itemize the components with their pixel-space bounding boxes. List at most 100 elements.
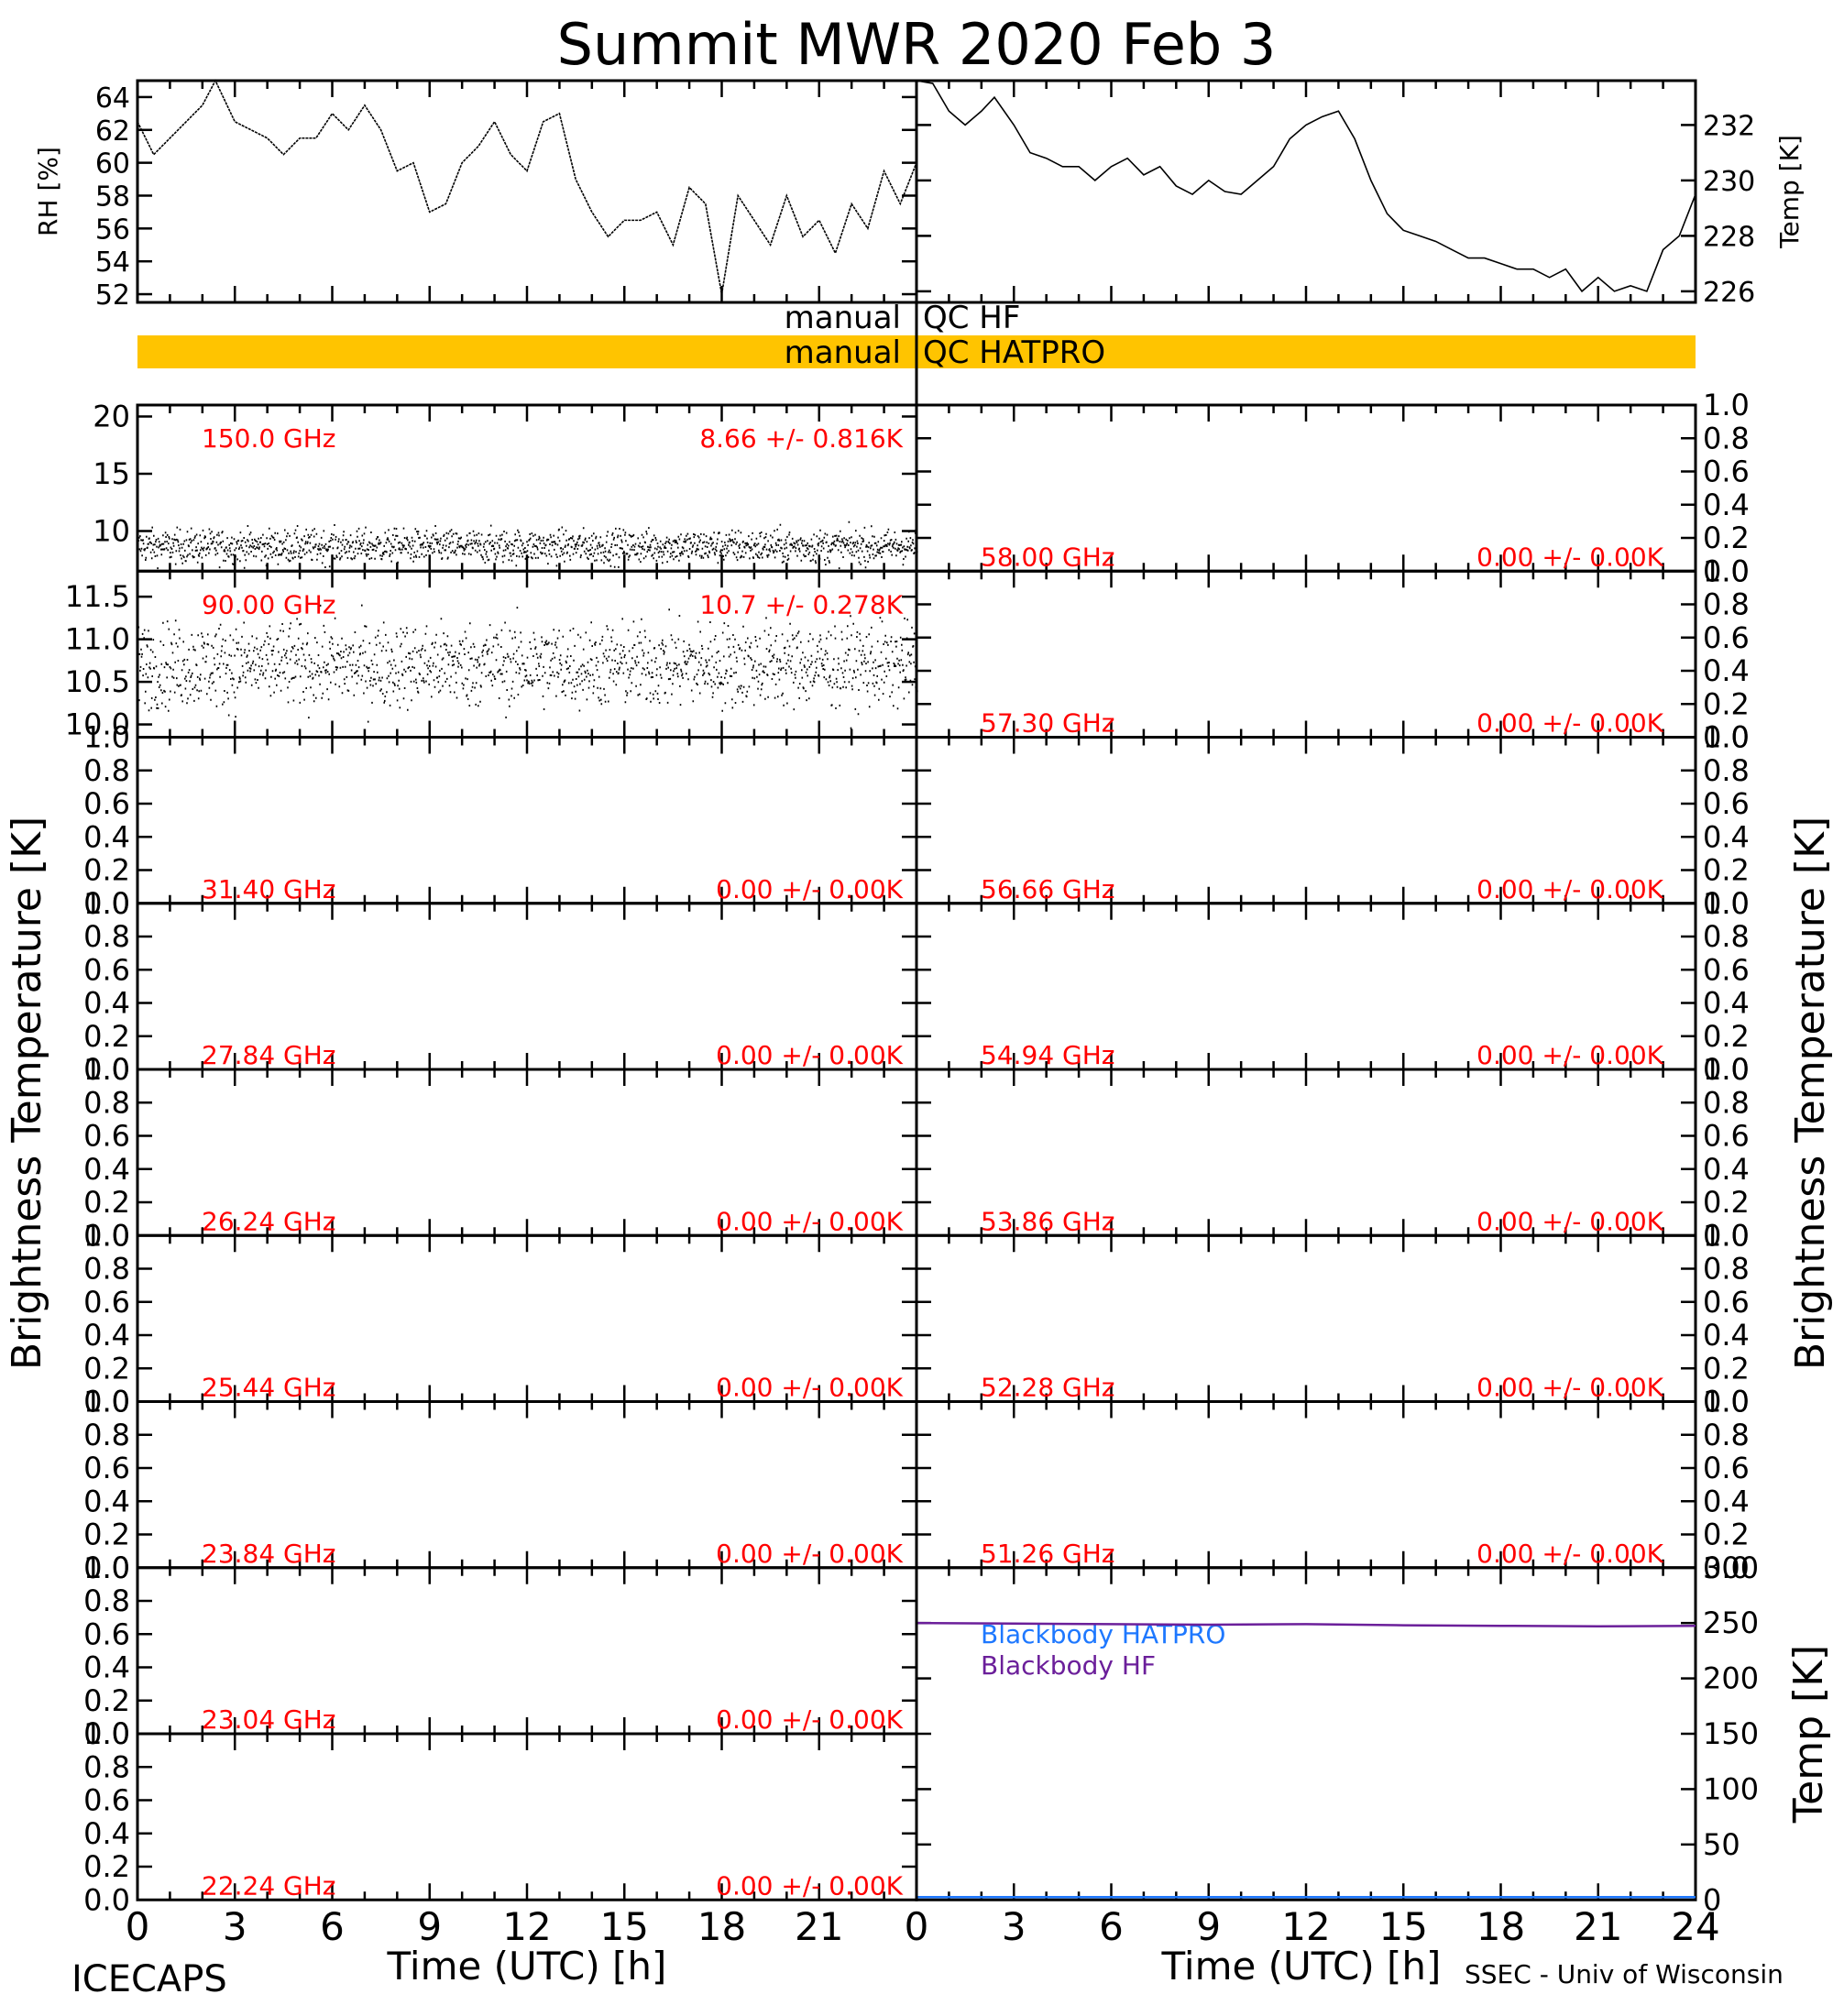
y-tick-label: 1.0 <box>1703 553 1750 588</box>
tb90-series-points <box>137 604 918 729</box>
panel-tb3140: 0.00.20.40.60.81.031.40 GHz 0.00 +/- 0.00… <box>83 720 918 921</box>
x-tick-label: 12 <box>502 1904 551 1949</box>
y-tick-label: 0.8 <box>1703 421 1750 455</box>
y-tick-label: 0.2 <box>1703 1517 1750 1552</box>
x-tick-label: 15 <box>1379 1904 1428 1949</box>
y-tick-label: 1.0 <box>83 1052 130 1087</box>
y-tick-label: 11.5 <box>65 579 130 614</box>
x-tick-label: 3 <box>1002 1904 1026 1949</box>
channel-stat-label: 0.00 +/- 0.00K <box>716 874 903 904</box>
y-tick-label: 0.8 <box>83 919 130 954</box>
y-tick-label: 0.4 <box>1703 1484 1750 1518</box>
y-tick-label: 1.0 <box>83 1385 130 1419</box>
y-tick-label: 1.0 <box>1703 720 1750 755</box>
y-tick-label: 50 <box>1703 1827 1740 1862</box>
y-tick-label: 100 <box>1703 1771 1759 1806</box>
panel-tb5730: 0.00.20.40.60.81.057.30 GHz 0.00 +/- 0.00… <box>915 553 1750 755</box>
channel-stat-label: 8.66 +/- 0.816K <box>699 423 903 454</box>
y-tick-label: 0.2 <box>83 1019 130 1054</box>
panel-tb2304: 0.00.20.40.60.81.023.04 GHz 0.00 +/- 0.00… <box>83 1550 918 1751</box>
x-tick-label: 6 <box>1099 1904 1124 1949</box>
y-tick-label: 0.4 <box>83 1318 130 1353</box>
y-tick-label: 1.0 <box>83 1716 130 1751</box>
channel-stat-label: 0.00 +/- 0.00K <box>716 1373 903 1403</box>
legend-entry: Blackbody HF <box>981 1650 1156 1681</box>
y-tick-label: 0.4 <box>83 1816 130 1851</box>
channel-stat-label: 0.00 +/- 0.00K <box>1476 1206 1663 1236</box>
x-tick-label: 6 <box>320 1904 345 1949</box>
channel-stat-label: 0.00 +/- 0.00K <box>1476 1373 1663 1403</box>
y-tick-label: 0.6 <box>1703 620 1750 655</box>
channel-frequency-label: 56.66 GHz <box>981 874 1115 904</box>
y-tick-label: 62 <box>95 115 130 148</box>
channel-stat-label: 0.00 +/- 0.00K <box>1476 542 1663 572</box>
y-tick-label: 232 <box>1703 110 1755 142</box>
channel-frequency-label: 150.0 GHz <box>202 423 336 454</box>
footer-icecaps: ICECAPS <box>71 1958 227 2000</box>
y-tick-label: 0.2 <box>83 1351 130 1386</box>
panel-frame <box>136 79 918 304</box>
x-tick-label: 21 <box>1574 1904 1622 1949</box>
right-axis-label: Brightness Temperature [K] <box>1787 816 1833 1370</box>
y-tick-label: 0.4 <box>1703 819 1750 854</box>
y-tick-label: 64 <box>95 82 130 115</box>
rh-series-line <box>137 79 917 295</box>
x-tick-label: 3 <box>223 1904 247 1949</box>
channel-stat-label: 0.00 +/- 0.00K <box>1476 1539 1663 1569</box>
y-tick-label: 300 <box>1703 1550 1759 1585</box>
panel-tb5800: 0.00.20.40.60.81.058.00 GHz 0.00 +/- 0.00… <box>915 388 1750 588</box>
panel-tb2784: 0.00.20.40.60.81.027.84 GHz 0.00 +/- 0.00… <box>83 886 918 1087</box>
y-tick-label: 230 <box>1703 166 1755 198</box>
x-tick-label: 21 <box>795 1904 843 1949</box>
y-tick-label: 0.8 <box>83 1252 130 1287</box>
y-tick-label: 0.2 <box>83 1683 130 1718</box>
y-tick-label: 0.2 <box>83 1517 130 1552</box>
y-tick-label: 1.0 <box>83 886 130 921</box>
channel-frequency-label: 23.84 GHz <box>202 1539 336 1569</box>
y-tick-label: 0.8 <box>1703 1252 1750 1287</box>
y-tick-label: 0.2 <box>1703 1019 1750 1054</box>
y-tick-label: 0.6 <box>1703 952 1750 987</box>
x-tick-label: 9 <box>417 1904 442 1949</box>
y-tick-label: 0.2 <box>83 1185 130 1220</box>
figure-title: Summit MWR 2020 Feb 3 <box>557 11 1277 78</box>
y-tick-label: 0.2 <box>1703 853 1750 888</box>
x-axis-label-right: Time (UTC) [h] <box>1161 1944 1442 1989</box>
y-tick-label: 0.2 <box>1703 1351 1750 1386</box>
y-tick-label: 0.0 <box>1703 1550 1750 1585</box>
y-tick-label: 0.4 <box>1703 1318 1750 1353</box>
y-tick-label: 0.0 <box>83 886 130 921</box>
y-tick-label: 0.0 <box>1703 720 1750 755</box>
panel-tb2224: 0.00.20.40.60.81.022.24 GHz 0.00 +/- 0.00… <box>83 1716 918 1917</box>
y-tick-label: 15 <box>93 456 130 491</box>
y-tick-label: 226 <box>1703 277 1755 309</box>
y-tick-label: 1.0 <box>83 1550 130 1585</box>
y-tick-label: 0.8 <box>83 1085 130 1120</box>
y-tick-label: 10 <box>93 514 130 549</box>
footer-ssec: SSEC - Univ of Wisconsin <box>1465 1959 1784 1989</box>
x-tick-label: 15 <box>600 1904 649 1949</box>
channel-stat-label: 0.00 +/- 0.00K <box>1476 1040 1663 1070</box>
y-tick-label: 0.0 <box>1703 553 1750 588</box>
channel-frequency-label: 23.04 GHz <box>202 1704 336 1735</box>
x-tick-label: 0 <box>126 1904 150 1949</box>
y-tick-label: 0.6 <box>83 1783 130 1818</box>
channel-frequency-label: 27.84 GHz <box>202 1040 336 1070</box>
qc-hatpro-label: QC HATPRO <box>923 334 1105 371</box>
channel-frequency-label: 54.94 GHz <box>981 1040 1115 1070</box>
panel-tb5126: 0.00.20.40.60.81.051.26 GHz 0.00 +/- 0.00… <box>915 1385 1750 1585</box>
y-tick-label: 58 <box>95 181 130 213</box>
y-tick-label: 0.4 <box>83 1484 130 1518</box>
y-tick-label: 0.0 <box>83 1550 130 1585</box>
channel-frequency-label: 31.40 GHz <box>202 874 336 904</box>
y-tick-label: 0.6 <box>1703 1451 1750 1485</box>
x-tick-label: 18 <box>697 1904 746 1949</box>
y-tick-label: 0.0 <box>83 1052 130 1087</box>
y-tick-label: 0.4 <box>83 986 130 1021</box>
y-tick-label: 0.6 <box>83 786 130 821</box>
y-tick-label: 0.8 <box>1703 753 1750 788</box>
y-tick-label: 0.0 <box>83 1882 130 1917</box>
y-tick-label: 54 <box>95 247 130 279</box>
